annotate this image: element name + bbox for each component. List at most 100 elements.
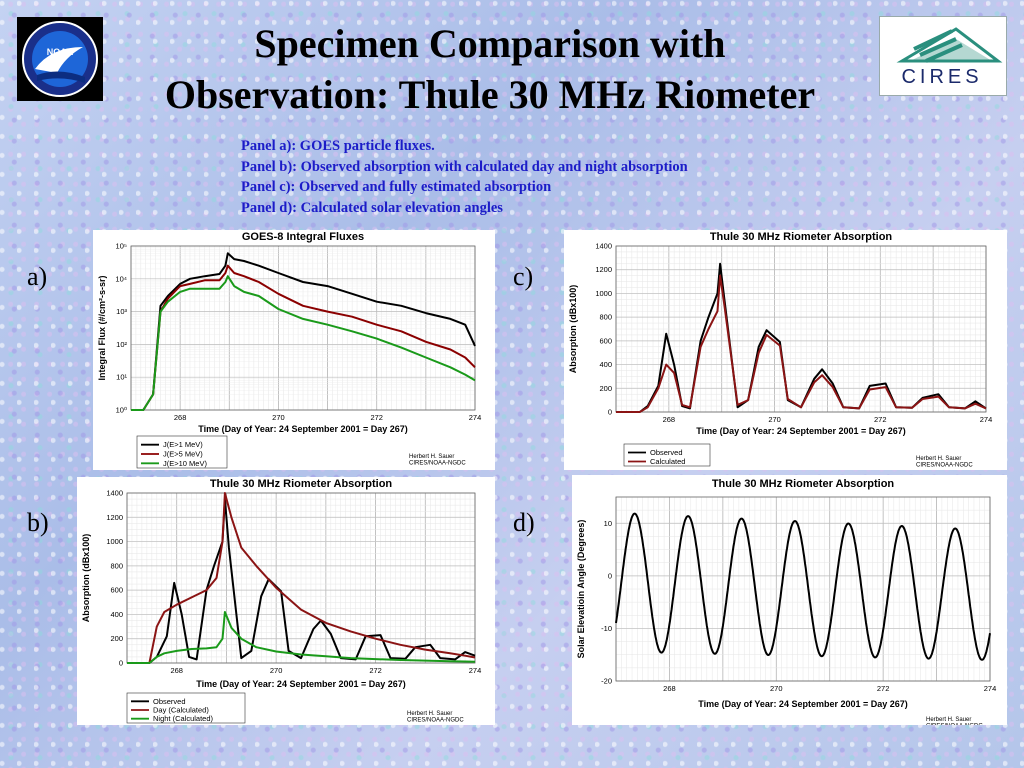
chart-a-title: GOES-8 Integral Fluxes <box>242 231 364 243</box>
chart-a-svg: GOES-8 Integral Fluxes 10⁰ 10¹ 10² 10³ 10⁴ 10⁵… <box>97 231 482 469</box>
y-tick-label: 1200 <box>106 513 123 522</box>
x-tick-label: 270 <box>272 413 285 422</box>
legend-label: Night (Calculated) <box>153 714 214 723</box>
chart-b-series-day-calculated <box>127 492 476 664</box>
y-tick-label: 1000 <box>595 289 612 298</box>
description-b: Panel b): Observed absorption with calcu… <box>241 158 688 175</box>
legend-label: J(E>1 MeV) <box>163 440 203 449</box>
y-tick-label: 400 <box>599 360 612 369</box>
y-tick-label: 1200 <box>595 265 612 274</box>
chart-c-title: Thule 30 MHz Riometer Absorption <box>710 231 893 243</box>
y-tick-label: 200 <box>110 634 123 643</box>
legend-label: Calculated <box>650 457 685 466</box>
chart-d-credit: CIRES/NOAA-NGDC <box>926 724 983 726</box>
panel-label-d: d) <box>513 508 535 537</box>
chart-c: Thule 30 MHz Riometer Absorption 0 200 400 6… <box>564 230 1007 470</box>
description-d: Panel d): Calculated solar elevation ang… <box>241 199 503 216</box>
chart-b-credit: CIRES/NOAA-NGDC <box>407 718 464 724</box>
y-tick-label: -20 <box>601 677 612 686</box>
legend-label: Day (Calculated) <box>153 706 209 715</box>
page-title: Specimen Comparison with Observation: Th… <box>110 18 870 120</box>
chart-d-svg: Thule 30 MHz Riometer Absorption -20 -10 0 1… <box>576 478 997 726</box>
y-tick-label: 600 <box>599 336 612 345</box>
y-tick-label: 10³ <box>116 307 127 316</box>
chart-d-credit: Herbert H. Sauer <box>926 717 971 723</box>
y-tick-label: 1400 <box>595 242 612 251</box>
x-tick-label: 272 <box>369 666 382 675</box>
x-tick-label: 270 <box>270 666 283 675</box>
chart-d-x-axis-label: Time (Day of Year: 24 September 2001 = D… <box>698 699 908 709</box>
title-line-1: Specimen Comparison with <box>254 21 726 66</box>
x-tick-label: 268 <box>663 415 676 424</box>
description-c: Panel c): Observed and fully estimated a… <box>241 179 552 195</box>
chart-c-y-axis-label: Absorption (dBx100) <box>568 285 578 374</box>
x-tick-label: 272 <box>874 415 887 424</box>
y-tick-label: 10⁵ <box>116 242 127 251</box>
y-tick-label: 10⁰ <box>116 406 127 415</box>
chart-b-x-axis-label: Time (Day of Year: 24 September 2001 = D… <box>196 679 406 689</box>
chart-a-y-axis-label: Integral Flux (#/cm²-s-sr) <box>97 275 107 380</box>
legend-box <box>623 443 711 467</box>
description-a: Panel a): GOES particle fluxes. <box>241 138 435 154</box>
y-tick-label: 10² <box>116 340 127 349</box>
chart-d-y-axis-label: Solar Elevatioin Angle (Degrees) <box>576 520 586 659</box>
x-tick-label: 274 <box>469 413 482 422</box>
x-tick-label: 272 <box>877 684 890 693</box>
panel-label-a: a) <box>27 262 48 291</box>
legend-label: J(E>10 MeV) <box>163 459 207 468</box>
y-tick-label: 1400 <box>106 489 123 498</box>
legend-label: Observed <box>650 448 683 457</box>
chart-a-series-j-e-10-mev <box>131 275 476 411</box>
y-tick-label: 1000 <box>106 537 123 546</box>
chart-a-credit: CIRES/NOAA-NGDC <box>409 461 466 467</box>
panel-label-c: c) <box>513 262 534 291</box>
noaa-logo: NOAA <box>17 17 103 101</box>
chart-b-svg: Thule 30 MHz Riometer Absorption 0 200 400 6… <box>81 478 482 724</box>
chart-a: GOES-8 Integral Fluxes 10⁰ 10¹ 10² 10³ 10⁴ 10⁵… <box>93 230 495 470</box>
chart-d-grid <box>615 496 991 682</box>
y-tick-label: 10⁴ <box>115 274 127 283</box>
legend-label: J(E>5 MeV) <box>163 450 203 459</box>
chart-b: Thule 30 MHz Riometer Absorption 0 200 400 6… <box>77 477 495 725</box>
y-tick-label: 200 <box>599 384 612 393</box>
chart-d-title: Thule 30 MHz Riometer Absorption <box>712 478 895 490</box>
y-tick-label: 0 <box>608 571 612 580</box>
x-tick-label: 270 <box>770 684 783 693</box>
x-tick-label: 274 <box>984 684 997 693</box>
chart-a-legend: J(E>1 MeV)J(E>5 MeV)J(E>10 MeV) <box>136 435 228 469</box>
y-tick-label: 800 <box>599 313 612 322</box>
panel-descriptions: Panel a): GOES particle fluxes. Panel b)… <box>241 136 688 218</box>
chart-c-grid <box>615 245 987 413</box>
y-tick-label: 800 <box>110 561 123 570</box>
chart-c-series-calculated <box>616 274 987 413</box>
chart-c-credit: CIRES/NOAA-NGDC <box>916 463 973 469</box>
chart-a-grid <box>130 245 476 411</box>
chart-a-credit: Herbert H. Sauer <box>409 454 454 460</box>
chart-b-series-night-calculated <box>127 611 476 664</box>
y-tick-label: 10¹ <box>116 373 127 382</box>
x-tick-label: 268 <box>663 684 676 693</box>
chart-c-credit: Herbert H. Sauer <box>916 456 961 462</box>
x-tick-label: 274 <box>469 666 482 675</box>
chart-b-plot-frame <box>126 492 476 664</box>
y-tick-label: 0 <box>608 408 612 417</box>
chart-c-svg: Thule 30 MHz Riometer Absorption 0 200 400 6… <box>568 231 992 469</box>
noaa-logo-text: NOAA <box>47 47 74 57</box>
chart-d: Thule 30 MHz Riometer Absorption -20 -10 0 1… <box>572 475 1007 725</box>
x-tick-label: 272 <box>370 413 383 422</box>
chart-b-y-axis-label: Absorption (dBx100) <box>81 534 91 623</box>
y-tick-label: 600 <box>110 586 123 595</box>
chart-a-series-j-e-1-mev <box>131 252 476 411</box>
legend-label: Observed <box>153 697 186 706</box>
y-tick-label: 400 <box>110 610 123 619</box>
panel-label-b: b) <box>27 508 49 537</box>
cires-logo-text: CIRES <box>901 66 982 88</box>
y-tick-label: 0 <box>119 659 123 668</box>
cires-logo: CIRES <box>879 16 1007 96</box>
x-tick-label: 268 <box>170 666 183 675</box>
x-tick-label: 270 <box>768 415 781 424</box>
chart-d-series-line-0 <box>615 512 991 661</box>
y-tick-label: -10 <box>601 624 612 633</box>
y-tick-label: 10 <box>604 519 612 528</box>
